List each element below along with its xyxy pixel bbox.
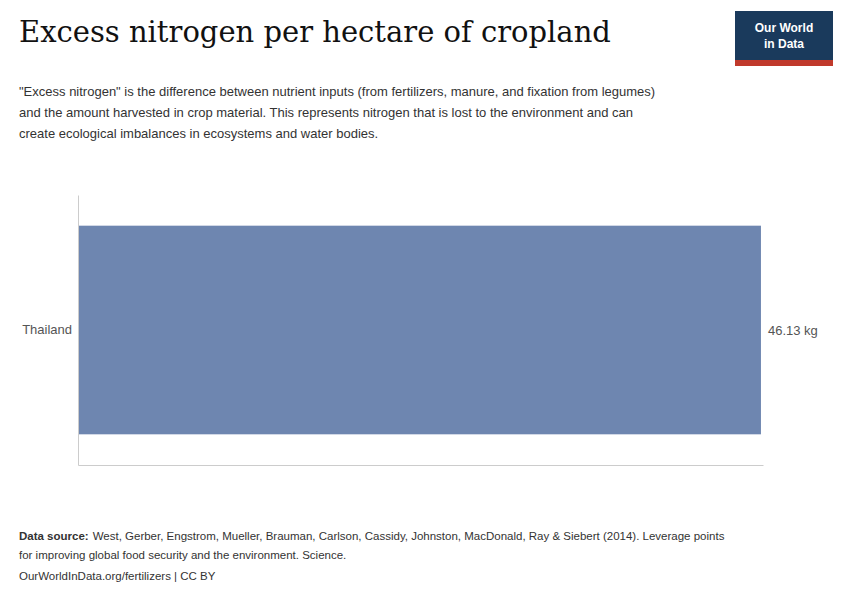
source: West, Gerber, Engstrom, Mueller, Brauman… [93,530,725,542]
chart: Excess nitrogen per hectare of cropland O… [0,0,850,600]
y-tick-label: Thailand [22,322,72,337]
subtitle: "Excess nitrogen" is the difference betw… [19,84,655,99]
x-axis-line [79,465,764,466]
x-axis [79,465,764,466]
logo-text: in Data [764,37,804,51]
source-label: Data source: [19,530,89,542]
license: OurWorldInData.org/fertilizers | CC BY [19,570,216,582]
y-axis: Thailand [22,196,78,466]
logo-strip [735,60,833,66]
title: Excess nitrogen per hectare of cropland [19,15,611,49]
logo-text: Our World [755,21,813,35]
data-label: 46.13 kg [768,323,818,338]
source: for improving global food security and t… [19,549,346,561]
logo-box [735,11,833,60]
bar [78,226,761,435]
footer: Data source: West, Gerber, Engstrom, Muel… [19,530,725,582]
data-labels: 46.13 kg [768,323,818,338]
plot: Thailand 46.13 kg [22,196,818,466]
subtitle: and the amount harvested in crop materia… [19,105,633,120]
subtitle: create ecological imbalances in ecosyste… [19,126,378,141]
y-tick: Thailand [22,322,72,337]
logo: Our World in Data [735,11,833,66]
y-axis-line [78,196,79,466]
bars [78,226,761,435]
